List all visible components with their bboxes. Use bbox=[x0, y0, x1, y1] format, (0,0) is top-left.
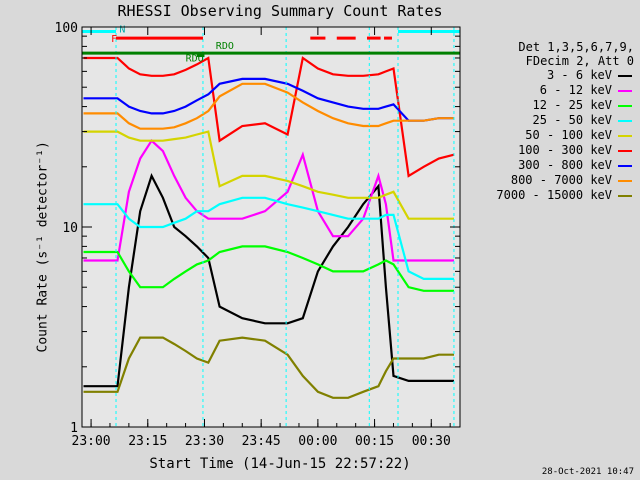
legend-swatch bbox=[618, 90, 632, 92]
series-line bbox=[83, 56, 455, 178]
legend-label: 800 - 7000 keV bbox=[510, 173, 612, 187]
legend-item: 800 - 7000 keV bbox=[486, 173, 634, 188]
y-axis-title: Count Rate (s⁻¹ detector⁻¹) bbox=[35, 141, 51, 353]
x-tick-label: 23:45 bbox=[242, 434, 281, 449]
legend-swatch bbox=[618, 120, 632, 122]
legend-label: 100 - 300 keV bbox=[518, 143, 612, 157]
legend-item: 6 - 12 keV bbox=[486, 83, 634, 98]
legend-label: 7000 - 15000 keV bbox=[496, 188, 612, 202]
legend-swatch bbox=[618, 150, 632, 152]
series-line bbox=[83, 130, 454, 220]
y-tick-label: 100 bbox=[55, 21, 78, 36]
legend-label: 50 - 100 keV bbox=[525, 128, 612, 142]
series-line bbox=[83, 196, 454, 280]
flag-label: RDO bbox=[186, 54, 204, 65]
flag-label: F bbox=[111, 34, 117, 45]
x-axis-title: Start Time (14-Jun-15 22:57:22) bbox=[149, 456, 411, 472]
timestamp-footer: 28-Oct-2021 10:47 bbox=[541, 467, 634, 477]
x-tick-label: 00:30 bbox=[412, 434, 451, 449]
legend-label: 6 - 12 keV bbox=[539, 83, 612, 97]
x-tick-label: 23:00 bbox=[72, 434, 111, 449]
legend-label: 25 - 50 keV bbox=[532, 113, 612, 127]
flag-label: N bbox=[119, 25, 125, 36]
legend-swatch bbox=[618, 75, 632, 77]
y-tick-label: 10 bbox=[62, 221, 78, 236]
legend-item: 7000 - 15000 keV bbox=[486, 188, 634, 203]
legend-swatch bbox=[618, 105, 632, 107]
legend-header-line-2: FDecim 2, Att 0 bbox=[525, 54, 634, 68]
series-line bbox=[83, 336, 454, 399]
legend-label: 3 - 6 keV bbox=[546, 68, 612, 82]
legend-swatch bbox=[618, 195, 632, 197]
x-tick-label: 00:15 bbox=[355, 434, 394, 449]
legend-item: 3 - 6 keV bbox=[486, 68, 634, 83]
flag-label: RDO bbox=[216, 41, 234, 52]
series-line bbox=[83, 82, 454, 130]
legend-swatch bbox=[618, 180, 632, 182]
legend-item: 100 - 300 keV bbox=[486, 143, 634, 158]
legend-swatch bbox=[618, 135, 632, 137]
legend-swatch bbox=[618, 165, 632, 167]
legend-item: 50 - 100 keV bbox=[486, 128, 634, 143]
y-tick-label: 1 bbox=[70, 421, 78, 436]
legend-item: 300 - 800 keV bbox=[486, 158, 634, 173]
legend-label: 12 - 25 keV bbox=[532, 98, 612, 112]
chart-title: RHESSI Observing Summary Count Rates bbox=[117, 2, 443, 20]
legend-label: 300 - 800 keV bbox=[518, 158, 612, 172]
legend: Det 1,3,5,6,7,9, FDecim 2, Att 0 3 - 6 k… bbox=[486, 40, 634, 203]
legend-header-line-1: Det 1,3,5,6,7,9, bbox=[518, 40, 634, 54]
x-tick-label: 23:30 bbox=[185, 434, 224, 449]
x-tick-label: 23:15 bbox=[128, 434, 167, 449]
series-line bbox=[83, 173, 454, 388]
legend-item: 25 - 50 keV bbox=[486, 113, 634, 128]
series-line bbox=[83, 77, 454, 122]
x-tick-label: 00:00 bbox=[298, 434, 337, 449]
series-line bbox=[83, 245, 454, 292]
legend-item: 12 - 25 keV bbox=[486, 98, 634, 113]
